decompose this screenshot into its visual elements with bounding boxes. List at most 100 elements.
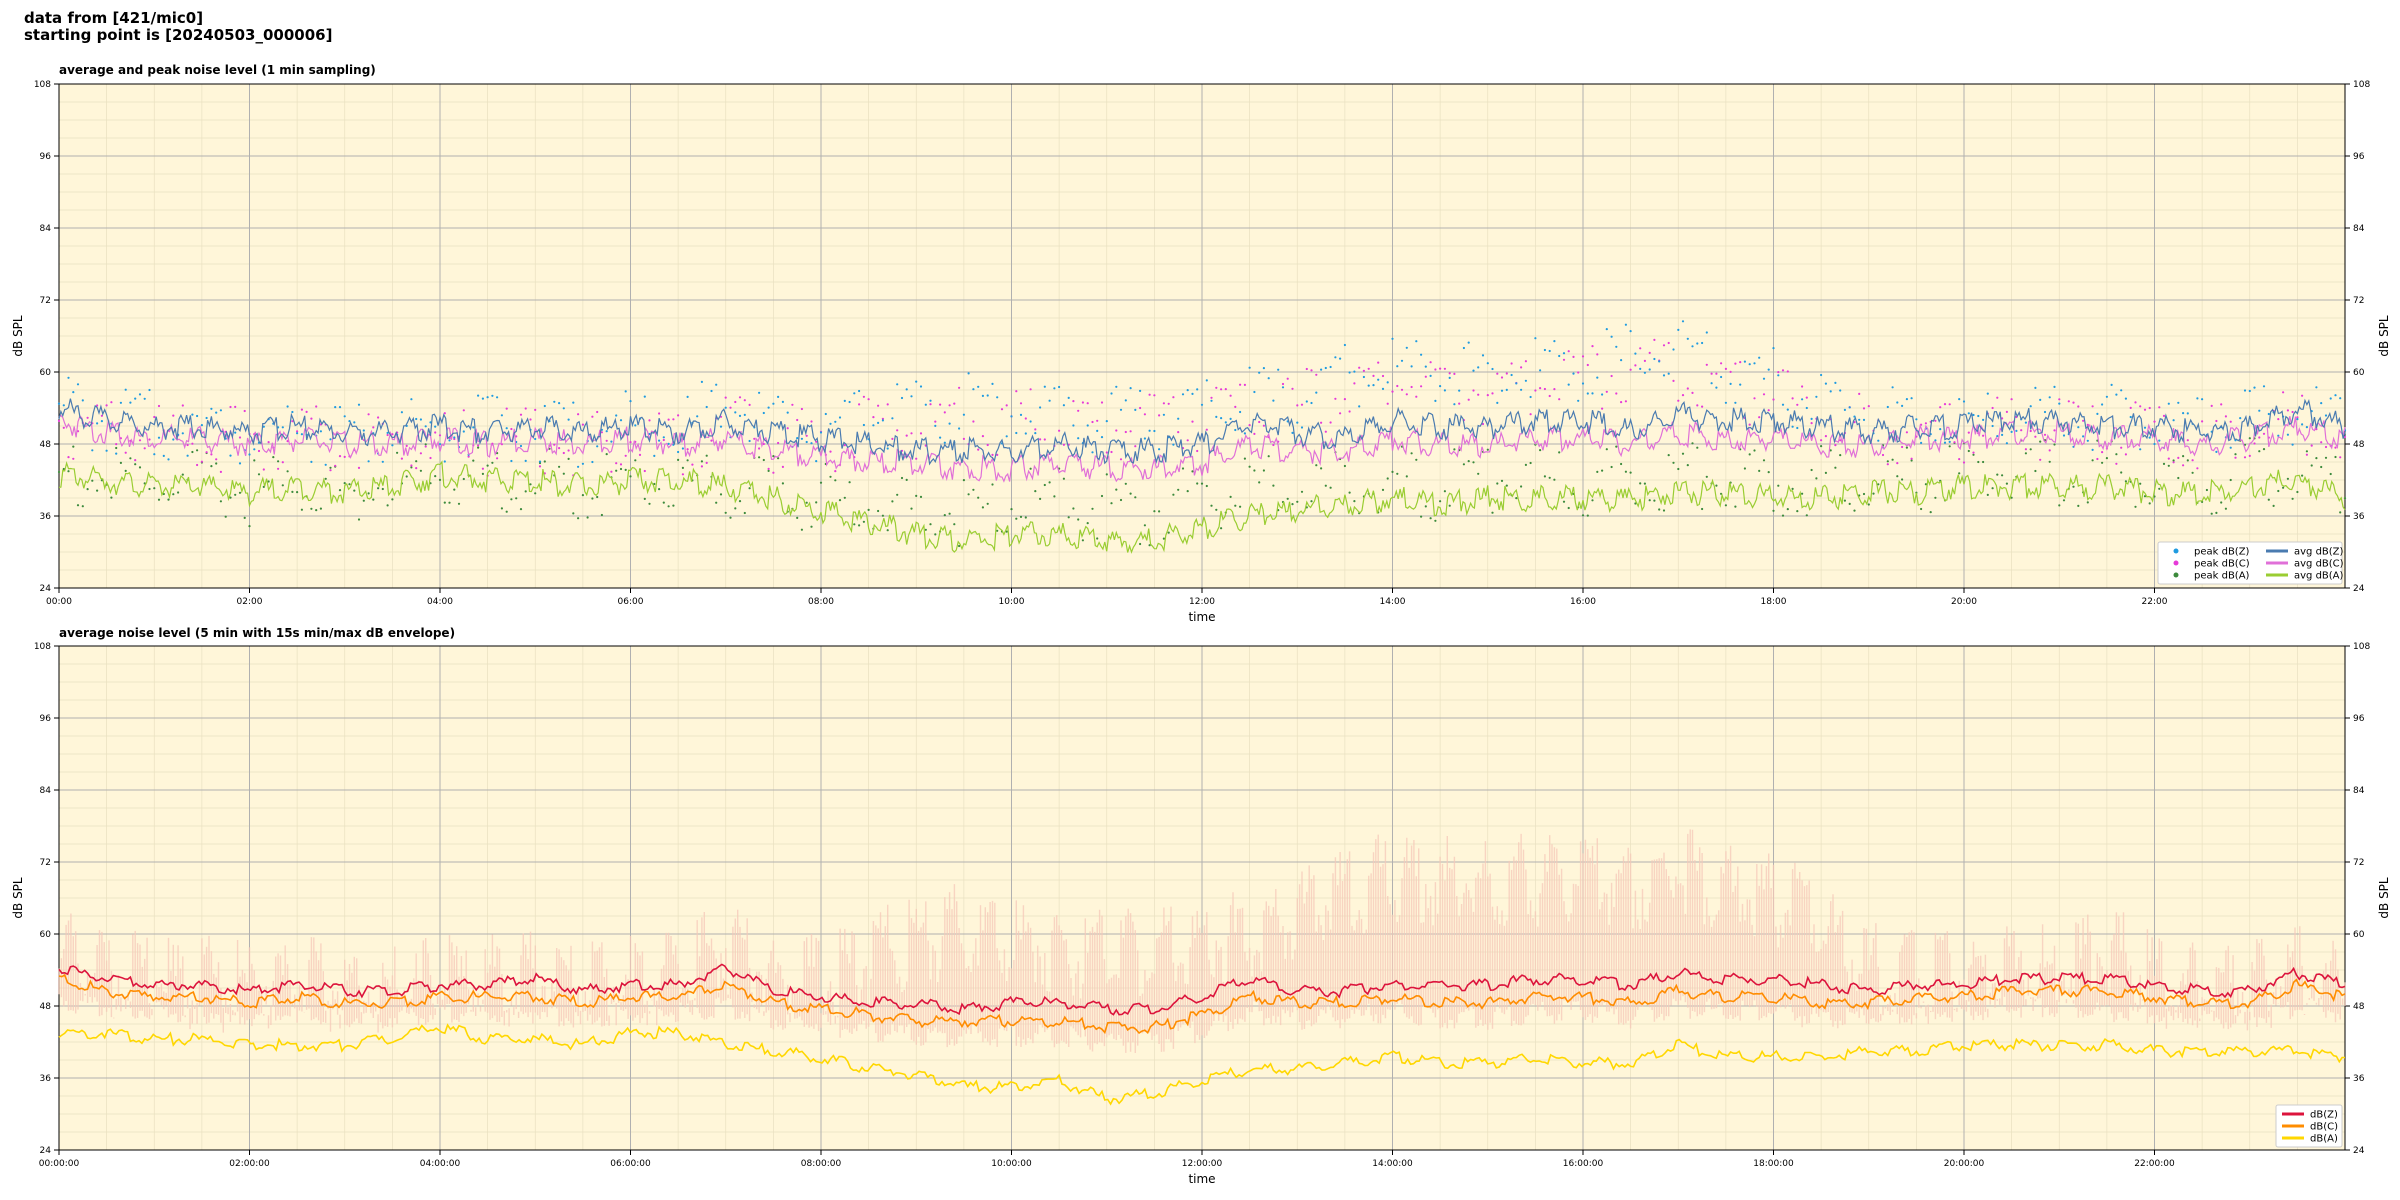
peak-c-point	[1839, 439, 1842, 442]
peak-z-point	[191, 413, 194, 416]
peak-z-point	[1567, 383, 1570, 386]
peak-a-point	[1262, 469, 1265, 472]
peak-z-point	[2115, 393, 2118, 396]
peak-c-point	[1320, 421, 1323, 424]
peak-c-point	[1220, 388, 1223, 391]
peak-a-point	[453, 488, 456, 491]
peak-c-point	[1858, 392, 1861, 395]
peak-c-point	[524, 407, 527, 410]
peak-a-point	[1048, 481, 1051, 484]
peak-c-point	[1824, 435, 1827, 438]
peak-z-point	[2158, 439, 2161, 442]
peak-a-point	[129, 457, 132, 460]
peak-c-point	[186, 443, 189, 447]
peak-a-point	[1034, 490, 1037, 493]
peak-a-point	[262, 485, 265, 488]
peak-c-point	[867, 398, 870, 401]
peak-c-point	[1300, 403, 1304, 406]
peak-a-point	[2291, 497, 2294, 500]
peak-a-point	[2115, 453, 2118, 456]
peak-c-point	[553, 443, 556, 446]
peak-c-point	[267, 441, 270, 444]
peak-a-point	[1110, 502, 1113, 505]
peak-z-point	[572, 401, 575, 404]
peak-c-point	[2334, 446, 2337, 449]
peak-a-point	[2072, 485, 2075, 488]
peak-c-point	[991, 453, 994, 456]
peak-c-point	[1205, 428, 1208, 431]
peak-c-point	[1796, 403, 1799, 406]
x-tick-label: 20:00:00	[1944, 1159, 1985, 1169]
peak-z-point	[1777, 374, 1780, 377]
peak-c-point	[1191, 420, 1194, 423]
peak-a-point	[1296, 500, 1299, 503]
peak-c-point	[700, 465, 704, 468]
peak-a-point	[367, 492, 370, 495]
peak-a-point	[924, 528, 927, 531]
peak-a-point	[881, 514, 885, 517]
peak-a-point	[624, 468, 627, 471]
peak-c-point	[2291, 410, 2294, 414]
x-tick-label: 22:00	[2142, 597, 2168, 607]
peak-a-point	[243, 516, 246, 520]
peak-a-point	[781, 482, 785, 485]
peak-z-point	[329, 438, 332, 441]
peak-z-point	[1739, 383, 1742, 386]
peak-a-point	[1620, 462, 1623, 466]
peak-c-point	[105, 404, 108, 407]
peak-z-point	[343, 415, 346, 418]
peak-c-point	[1715, 372, 1718, 375]
peak-z-point	[1520, 388, 1523, 391]
peak-c-point	[672, 418, 675, 421]
peak-a-point	[834, 479, 837, 482]
peak-z-point	[1510, 373, 1513, 377]
peak-z-point	[1824, 382, 1827, 385]
y-tick-label: 24	[40, 1146, 52, 1156]
peak-a-point	[724, 511, 727, 514]
peak-a-point	[134, 463, 137, 466]
peak-a-point	[596, 495, 599, 499]
peak-z-point	[1148, 429, 1151, 432]
peak-c-point	[1062, 443, 1065, 446]
peak-z-point	[758, 391, 761, 394]
peak-z-point	[1662, 374, 1666, 377]
peak-z-point	[1934, 439, 1937, 442]
peak-z-point	[610, 440, 613, 443]
peak-a-point	[577, 517, 580, 520]
peak-z-point	[1629, 330, 1632, 333]
peak-z-point	[1324, 366, 1327, 370]
peak-z-point	[1986, 392, 1989, 395]
peak-a-point	[1848, 502, 1851, 505]
peak-c-point	[138, 439, 142, 442]
peak-a-point	[2120, 471, 2123, 474]
peak-z-point	[1729, 382, 1732, 385]
y-tick-label-right: 72	[2353, 296, 2364, 306]
peak-c-point	[1420, 385, 1423, 388]
peak-c-point	[1196, 449, 1199, 453]
peak-a-point	[1562, 500, 1566, 503]
peak-c-point	[1024, 417, 1027, 420]
peak-a-point	[1924, 483, 1927, 486]
peak-a-point	[1210, 504, 1213, 507]
peak-a-point	[110, 496, 113, 499]
peak-c-point	[986, 443, 989, 447]
peak-a-point	[991, 483, 994, 486]
peak-z-point	[2177, 401, 2180, 404]
peak-z-point	[505, 427, 508, 430]
peak-c-point	[934, 420, 937, 423]
peak-c-point	[300, 408, 303, 411]
peak-c-point	[2143, 408, 2147, 411]
peak-z-point	[1134, 408, 1137, 411]
peak-z-point	[1058, 385, 1061, 389]
peak-c-point	[919, 432, 923, 435]
peak-c-point	[315, 405, 318, 408]
peak-a-point	[2258, 450, 2261, 453]
peak-c-point	[462, 409, 465, 412]
peak-a-point	[2091, 459, 2094, 462]
peak-a-point	[148, 487, 151, 491]
peak-z-point	[553, 400, 556, 403]
peak-z-point	[1300, 426, 1304, 429]
peak-c-point	[496, 457, 499, 460]
peak-a-point	[1205, 484, 1208, 488]
peak-a-point	[1353, 500, 1356, 503]
